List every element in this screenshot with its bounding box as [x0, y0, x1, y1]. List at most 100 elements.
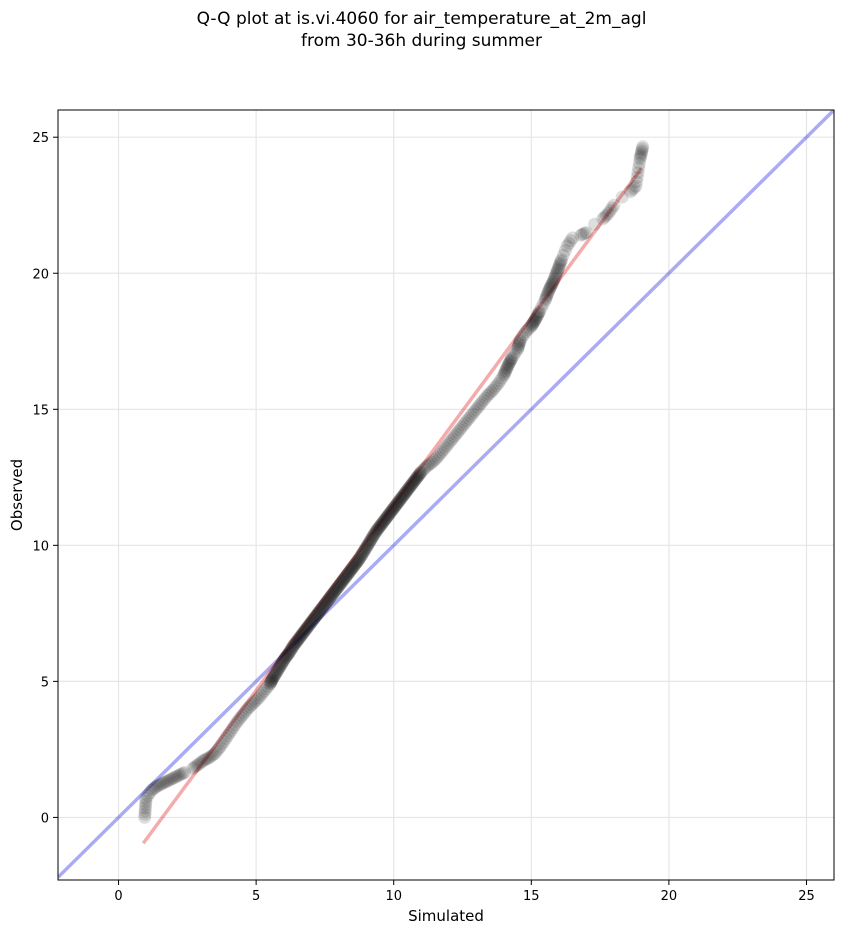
plot-frame — [57, 109, 835, 881]
qq-point — [544, 280, 558, 294]
qq-point — [264, 675, 278, 689]
qq-point — [378, 512, 392, 526]
qq-point — [540, 288, 554, 302]
qq-point — [350, 556, 364, 570]
qq-point — [529, 311, 543, 325]
qq-point — [387, 501, 401, 515]
qq-point — [364, 533, 378, 547]
qq-point — [414, 465, 428, 479]
qq-point — [221, 729, 235, 743]
qq-point — [319, 595, 333, 609]
qq-point — [411, 469, 425, 483]
qq-point — [503, 355, 517, 369]
qq-point — [544, 278, 558, 292]
qq-point — [329, 583, 343, 597]
qq-point — [357, 544, 371, 558]
qq-point — [542, 284, 556, 298]
qq-point — [348, 557, 362, 571]
qq-point — [324, 589, 338, 603]
qq-point — [335, 575, 349, 589]
qq-point — [630, 170, 644, 184]
qq-point — [191, 757, 205, 771]
qq-point — [392, 495, 406, 509]
qq-point — [440, 439, 454, 453]
qq-point — [382, 507, 396, 521]
qq-point — [346, 560, 360, 574]
qq-point — [407, 475, 421, 489]
qq-point — [407, 474, 421, 488]
qq-point — [208, 746, 222, 760]
qq-point — [292, 631, 306, 645]
qq-point — [383, 506, 397, 520]
qq-point — [512, 336, 526, 350]
qq-point — [323, 591, 337, 605]
qq-point — [312, 605, 326, 619]
qq-point — [400, 483, 414, 497]
qq-point — [473, 398, 487, 412]
qq-point — [254, 688, 268, 702]
y-tick-label: 25 — [32, 131, 49, 146]
qq-point — [277, 652, 291, 666]
qq-point — [495, 371, 509, 385]
qq-point — [215, 737, 229, 751]
qq-point — [256, 686, 270, 700]
qq-point — [416, 463, 430, 477]
qq-point — [199, 752, 213, 766]
qq-point — [301, 620, 315, 634]
qq-point — [375, 517, 389, 531]
qq-point — [635, 144, 649, 158]
qq-point — [310, 607, 324, 621]
qq-point — [466, 407, 480, 421]
qq-point — [359, 541, 373, 555]
qq-point — [344, 563, 358, 577]
qq-point — [551, 262, 565, 276]
qq-point — [243, 700, 257, 714]
qq-point — [392, 494, 406, 508]
qq-point — [350, 555, 364, 569]
qq-point — [201, 751, 215, 765]
qq-point — [517, 327, 531, 341]
qq-point — [560, 239, 574, 253]
qq-point — [511, 342, 525, 356]
qq-point — [531, 307, 545, 321]
qq-point — [232, 713, 246, 727]
qq-point — [300, 621, 314, 635]
qq-point — [299, 623, 313, 637]
qq-point — [206, 748, 220, 762]
chart-title-line-2: from 30-36h during summer — [301, 31, 542, 51]
qq-point — [368, 526, 382, 540]
qq-point — [163, 773, 177, 787]
qq-point — [310, 608, 324, 622]
qq-point — [288, 636, 302, 650]
qq-point — [275, 657, 289, 671]
qq-point — [354, 550, 368, 564]
qq-point — [150, 779, 164, 793]
qq-point — [286, 639, 300, 653]
qq-point — [172, 768, 186, 782]
qq-point — [321, 593, 335, 607]
qq-point — [438, 441, 452, 455]
qq-point — [170, 769, 184, 783]
qq-point — [193, 756, 207, 770]
qq-point — [458, 416, 472, 430]
qq-point — [146, 782, 160, 796]
qq-point — [548, 269, 562, 283]
qq-point — [500, 360, 514, 374]
qq-point — [288, 637, 302, 651]
qq-point — [420, 459, 434, 473]
qq-point — [498, 365, 512, 379]
qq-point — [395, 490, 409, 504]
qq-point — [230, 715, 244, 729]
qq-point — [453, 423, 467, 437]
qq-point — [355, 547, 369, 561]
qq-point — [409, 471, 423, 485]
y-tick-label: 10 — [32, 539, 49, 554]
qq-point — [467, 405, 481, 419]
qq-point — [431, 450, 445, 464]
y-tick-label: 0 — [41, 811, 49, 826]
qq-point — [295, 627, 309, 641]
qq-point — [304, 615, 318, 629]
qq-point — [343, 565, 357, 579]
qq-point — [284, 642, 298, 656]
qq-point — [547, 273, 561, 287]
